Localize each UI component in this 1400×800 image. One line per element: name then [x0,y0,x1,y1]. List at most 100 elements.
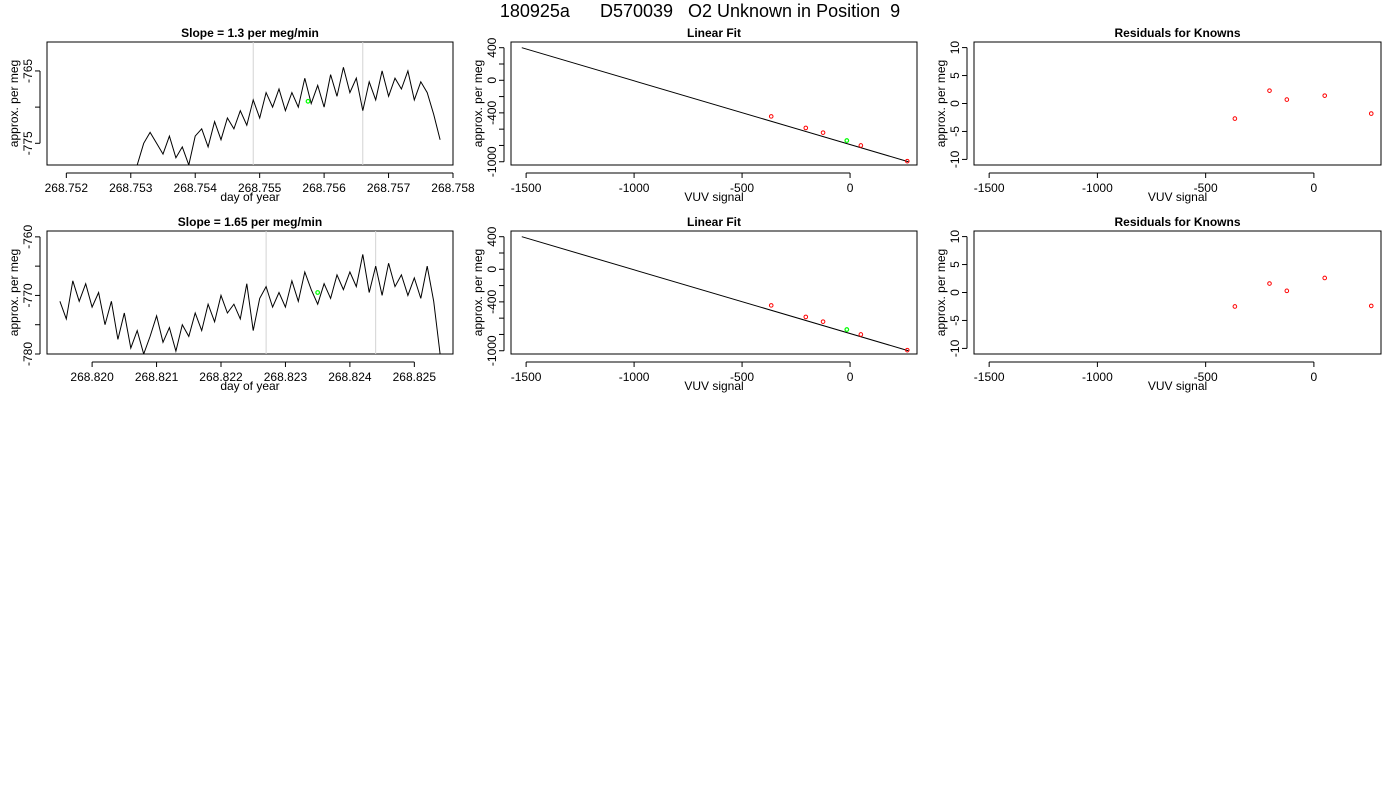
x-tick-label: 268.825 [393,370,437,384]
chart-panel-5: Linear Fit -1500 -1000 -500 0 VUV signal 400 0 -… [471,215,918,393]
x-tick-label: -1000 [619,370,650,384]
unknown-point [305,98,311,104]
known-point [768,303,774,308]
y-tick-label: -775 [21,131,35,155]
y-axis-label: approx. per meg [471,60,485,147]
known-point [768,114,774,119]
y-tick-label: 5 [948,72,962,79]
y-tick-label: 5 [948,261,962,268]
y-tick-label: -1000 [485,335,499,366]
y-tick-label: -765 [21,59,35,83]
known-point [858,332,864,337]
x-axis-label: VUV signal [684,190,743,204]
plot-area [59,231,441,354]
known-point [1322,275,1328,281]
plot-area [521,236,910,353]
x-tick-label: -1000 [619,181,650,195]
x-tick-label: -1500 [511,370,542,384]
chart-panel-6: Residuals for Knowns -1500 -1000 -500 0 VUV s… [934,215,1382,393]
known-point [1232,116,1238,121]
y-tick-label: -770 [21,283,35,307]
chart-title: Slope = 1.65 per meg/min [178,215,322,229]
y-tick-label: -780 [21,342,35,366]
y-tick-label: -5 [948,126,962,137]
y-tick-label: 10 [948,41,962,55]
unknown-point [315,290,321,295]
series-line [136,67,441,165]
x-tick-label: 0 [1311,370,1318,384]
known-point [1284,288,1290,294]
chart-title: Slope = 1.3 per meg/min [181,26,319,40]
x-tick-label: 268.752 [45,181,89,195]
x-axis-label: day of year [220,190,279,204]
known-point [803,314,809,320]
x-tick-label: 268.822 [199,370,243,384]
y-axis-label: approx. per meg [471,249,485,336]
x-tick-label: -1000 [1082,370,1113,384]
x-tick-label: 268.820 [70,370,114,384]
y-tick-label: -400 [485,101,499,125]
known-point [820,319,826,324]
chart-title: Residuals for Knowns [1114,26,1240,40]
chart-panel-4: Slope = 1.65 per meg/min 268.820 268.821 26… [7,215,454,393]
plot-area [521,47,910,164]
x-tick-label: 268.758 [431,181,475,195]
x-tick-label: 268.824 [328,370,372,384]
x-axis-label: day of year [220,379,279,393]
y-axis-label: approx. per meg [934,249,948,336]
unknown-point [844,327,850,332]
known-point [1232,304,1238,309]
y-axis-label: approx. per meg [7,60,21,147]
x-tick-label: 268.756 [302,181,346,195]
y-tick-label: -1000 [485,146,499,177]
x-tick-label: -500 [730,370,754,384]
x-tick-label: 0 [1311,181,1318,195]
x-tick-label: -1500 [974,181,1005,195]
plot-frame [46,41,454,166]
y-tick-label: -760 [21,225,35,249]
y-tick-label: 0 [948,100,962,107]
x-tick-label: 268.754 [174,181,218,195]
fit-line [521,47,909,163]
x-tick-label: 268.753 [109,181,153,195]
known-point [1368,303,1374,309]
y-tick-label: -5 [948,315,962,326]
plot-area [136,42,441,165]
chart-panel-1: Slope = 1.3 per meg/min 268.752 268.753 268… [7,26,475,204]
chart-panel-2: Linear Fit -1500 -1000 -500 0 VUV signal 400 0 -… [471,26,918,204]
chart-panel-3: Residuals for Knowns -1500 -1000 -500 0 VUV s… [934,26,1382,204]
y-axis-label: approx. per meg [934,60,948,147]
x-tick-label: 268.821 [135,370,179,384]
known-point [1267,281,1272,286]
chart-title: Linear Fit [687,215,741,229]
x-tick-label: 268.757 [367,181,411,195]
series-line [59,254,441,354]
x-axis-label: VUV signal [1148,190,1207,204]
y-tick-label: 10 [948,230,962,244]
y-axis-label: approx. per meg [7,249,21,336]
known-point [1284,97,1290,102]
x-tick-label: 268.823 [264,370,308,384]
x-tick-label: -1500 [974,370,1005,384]
y-tick-label: 0 [948,289,962,296]
unknown-point [844,138,850,143]
known-point [904,347,910,353]
chart-title: Residuals for Knowns [1114,215,1240,229]
y-tick-label: -400 [485,290,499,314]
chart-title: Linear Fit [687,26,741,40]
known-point [858,143,864,148]
x-axis-label: VUV signal [1148,379,1207,393]
known-point [1368,111,1374,116]
x-tick-label: 0 [847,370,854,384]
y-tick-label: 0 [485,77,499,84]
known-point [1267,88,1272,93]
plot-area [1232,88,1374,121]
y-tick-label: -10 [948,339,962,357]
known-point [1322,93,1328,98]
y-tick-label: 0 [485,266,499,273]
known-point [820,130,826,135]
y-tick-label: 400 [485,37,499,57]
fit-line [521,236,909,352]
page-title: 180925a D570039 O2 Unknown in Position 9 [499,1,901,21]
